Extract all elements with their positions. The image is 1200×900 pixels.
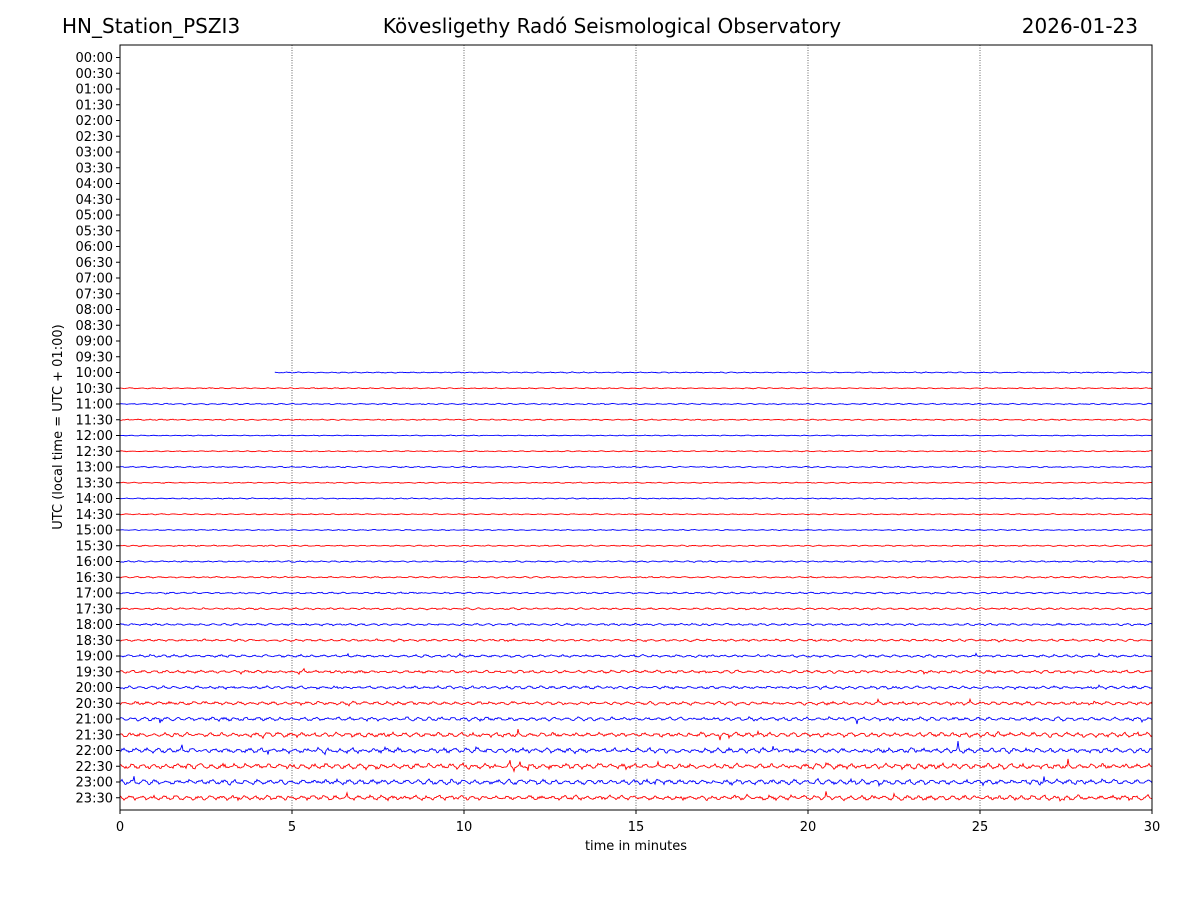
y-tick-label-12:30: 12:30 [76,445,113,460]
y-tick-label-01:30: 01:30 [76,98,113,113]
trace-23:30 [119,791,1153,802]
y-tick-label-16:00: 16:00 [76,555,113,570]
y-tick-label-10:00: 10:00 [76,366,113,381]
y-tick-label-22:00: 22:00 [76,744,113,759]
y-tick-label-11:00: 11:00 [76,398,113,413]
y-tick-label-02:30: 02:30 [76,130,113,145]
y-tick-label-19:00: 19:00 [76,650,113,665]
seismic-traces [119,371,1153,802]
y-tick-label-00:30: 00:30 [76,67,113,82]
trace-19:00 [119,652,1153,659]
y-tick-label-00:00: 00:00 [76,51,113,66]
station-title: HN_Station_PSZI3 [62,14,241,38]
y-tick-label-21:00: 21:00 [76,713,113,728]
y-tick-label-12:00: 12:00 [76,429,113,444]
y-tick-label-09:00: 09:00 [76,335,113,350]
y-tick-label-18:30: 18:30 [76,634,113,649]
x-tick-label-25: 25 [972,820,989,835]
trace-15:00 [119,528,1153,532]
trace-18:00 [119,622,1153,627]
trace-22:00 [119,741,1153,756]
y-tick-label-05:00: 05:00 [76,209,113,224]
x-tick-label-15: 15 [628,820,645,835]
date-title: 2026-01-23 [1021,14,1138,38]
y-tick-label-07:00: 07:00 [76,272,113,287]
y-tick-label-17:00: 17:00 [76,587,113,602]
trace-12:30 [119,450,1153,453]
trace-17:30 [119,607,1153,611]
trace-10:30 [119,387,1153,390]
y-tick-label-23:00: 23:00 [76,776,113,791]
trace-21:30 [119,728,1153,741]
x-tick-label-30: 30 [1144,820,1161,835]
y-tick-label-01:00: 01:00 [76,83,113,98]
trace-13:00 [119,465,1153,469]
y-tick-label-05:30: 05:30 [76,224,113,239]
x-tick-label-10: 10 [456,820,473,835]
y-tick-label-06:30: 06:30 [76,256,113,271]
y-tick-label-21:30: 21:30 [76,728,113,743]
y-tick-label-23:30: 23:30 [76,791,113,806]
y-tick-label-14:30: 14:30 [76,508,113,523]
y-axis-label: UTC (local time = UTC + 01:00) [51,324,66,529]
trace-16:00 [119,560,1153,563]
y-tick-label-02:00: 02:00 [76,114,113,129]
x-axis-label: time in minutes [585,839,687,854]
y-tick-label-03:00: 03:00 [76,146,113,161]
y-tick-label-17:30: 17:30 [76,602,113,617]
trace-20:30 [119,697,1153,707]
y-tick-label-22:30: 22:30 [76,760,113,775]
trace-15:30 [119,544,1153,548]
trace-11:00 [119,402,1153,406]
x-axis-ticks: 0 5 10 15 20 25 30 [116,810,1160,835]
y-tick-label-13:00: 13:00 [76,461,113,476]
y-tick-label-11:30: 11:30 [76,413,113,428]
y-tick-label-18:00: 18:00 [76,618,113,633]
trace-10:00 [274,371,1152,374]
y-tick-label-14:00: 14:00 [76,492,113,507]
trace-21:00 [119,716,1153,725]
trace-14:00 [119,497,1153,500]
y-tick-label-15:00: 15:00 [76,524,113,539]
y-tick-label-04:30: 04:30 [76,193,113,208]
x-tick-label-0: 0 [116,820,124,835]
trace-20:00 [119,684,1153,691]
trace-18:30 [119,638,1153,643]
y-tick-label-19:30: 19:30 [76,665,113,680]
trace-11:30 [119,418,1153,422]
y-axis-ticks: 00:0000:3001:0001:3002:0002:3003:0003:30… [76,51,120,806]
x-tick-label-5: 5 [288,820,296,835]
trace-14:30 [119,513,1153,516]
y-tick-label-04:00: 04:00 [76,177,113,192]
y-tick-label-03:30: 03:30 [76,161,113,176]
trace-17:00 [119,591,1153,595]
x-tick-label-20: 20 [800,820,817,835]
trace-22:30 [119,758,1153,773]
y-tick-label-13:30: 13:30 [76,476,113,491]
trace-23:00 [119,776,1153,788]
y-tick-label-20:00: 20:00 [76,681,113,696]
y-tick-label-07:30: 07:30 [76,287,113,302]
trace-12:00 [119,434,1153,437]
observatory-title: Kövesligethy Radó Seismological Observat… [382,14,842,38]
y-tick-label-09:30: 09:30 [76,350,113,365]
y-tick-label-20:30: 20:30 [76,697,113,712]
trace-19:30 [119,667,1153,676]
y-tick-label-08:30: 08:30 [76,319,113,334]
trace-16:30 [119,575,1153,579]
y-tick-label-10:30: 10:30 [76,382,113,397]
y-tick-label-16:30: 16:30 [76,571,113,586]
y-tick-label-15:30: 15:30 [76,539,113,554]
grid-lines [291,45,981,810]
y-tick-label-08:00: 08:00 [76,303,113,318]
y-tick-label-06:00: 06:00 [76,240,113,255]
trace-13:30 [119,481,1153,484]
